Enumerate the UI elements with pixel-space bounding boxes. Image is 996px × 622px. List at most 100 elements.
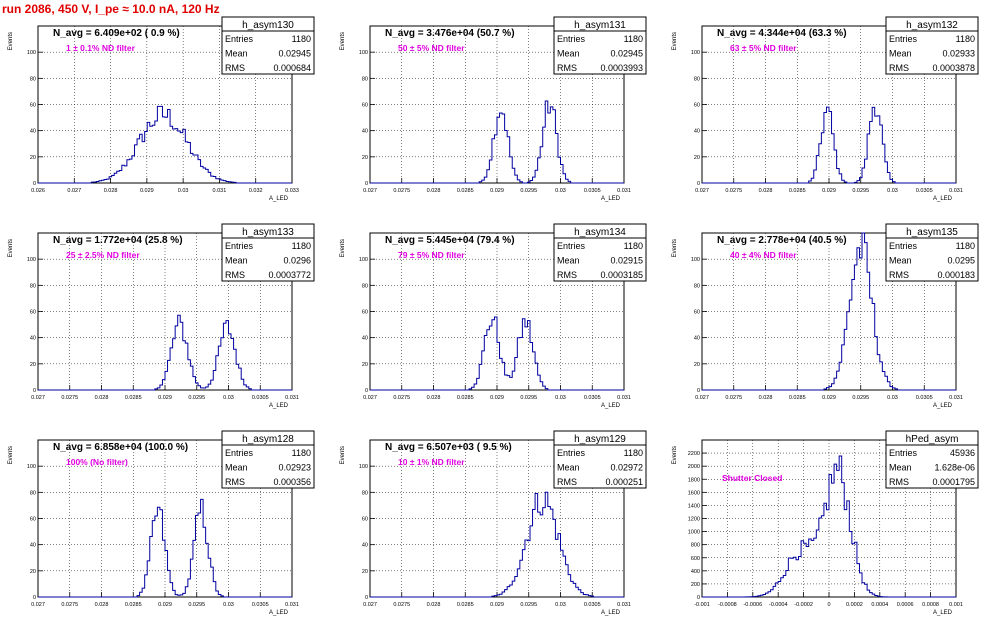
- n-avg-label: N_avg = 6.507e+03 ( 9.5 %): [385, 442, 512, 453]
- stats-value: 0.0001795: [932, 477, 975, 487]
- x-tick-label: 0.031: [617, 188, 631, 194]
- stats-label: RMS: [225, 477, 245, 487]
- n-avg-label: N_avg = 5.445e+04 (79.4 %): [385, 235, 515, 246]
- stats-value: 0.02945: [278, 49, 311, 59]
- x-tick-label: 0.027: [31, 602, 45, 608]
- stats-value: 0.000684: [273, 63, 311, 73]
- y-tick-label: 400: [691, 569, 700, 575]
- stats-value: 1.628e-06: [934, 463, 975, 473]
- y-tick-label: 20: [362, 362, 368, 368]
- histogram-panel-h_asym134: 0.027 0.0275 0.028 0.0285 0.029 0.0295 0.03 0.0…: [340, 223, 647, 409]
- stats-value: 1180: [292, 448, 311, 458]
- n-avg-label: N_avg = 6.858e+04 (100.0 %): [53, 442, 188, 453]
- stats-value: 0.02923: [278, 463, 311, 473]
- y-tick-label: 40: [362, 543, 368, 549]
- y-tick-label: 60: [694, 103, 700, 109]
- y-tick-label: 80: [30, 76, 36, 82]
- y-axis-title: Events: [672, 446, 678, 464]
- x-tick-label: 0.0285: [457, 602, 474, 608]
- x-tick-label: 0.0275: [393, 188, 410, 194]
- y-axis-title: Events: [340, 32, 346, 50]
- histogram-line: [38, 105, 292, 184]
- y-tick-label: 800: [691, 543, 700, 549]
- x-tick-label: -0.0004: [769, 602, 788, 608]
- y-axis-title: Events: [340, 239, 346, 257]
- x-tick-label: 0.001: [949, 602, 963, 608]
- x-axis-title: A_LED: [269, 196, 289, 202]
- x-tick-label: 0.03: [178, 188, 189, 194]
- y-tick-label: 40: [30, 336, 36, 342]
- stats-label: Mean: [889, 49, 912, 59]
- x-tick-label: 0.029: [158, 602, 172, 608]
- histogram-name: h_asym134: [574, 227, 626, 238]
- x-tick-label: 0.03: [223, 602, 234, 608]
- y-tick-label: 60: [362, 310, 368, 316]
- y-tick-label: 80: [694, 283, 700, 289]
- histogram-name: h_asym128: [242, 434, 294, 445]
- x-tick-label: 0.0295: [188, 395, 205, 401]
- x-tick-label: 0.028: [427, 602, 441, 608]
- x-tick-label: 0.0305: [584, 602, 601, 608]
- stats-box: [885, 16, 979, 75]
- x-tick-label: 0.0285: [789, 395, 806, 401]
- y-axis-title: Events: [672, 239, 678, 257]
- histogram-name: hPed_asym: [906, 434, 959, 445]
- stats-value: 1180: [292, 241, 311, 251]
- y-tick-label: 1600: [688, 490, 700, 496]
- stats-value: 1180: [624, 448, 643, 458]
- x-tick-label: 0.027: [67, 188, 81, 194]
- x-tick-label: 0.031: [949, 395, 963, 401]
- y-axis-title: Events: [8, 446, 14, 464]
- stats-box: [885, 223, 979, 282]
- y-tick-label: 80: [30, 283, 36, 289]
- stats-value: 0.02972: [610, 463, 643, 473]
- x-tick-label: 0.03: [887, 188, 898, 194]
- filter-note: Shutter Closed: [722, 473, 782, 483]
- filter-note: 1 ± 0.1% ND filter: [66, 43, 136, 53]
- stats-value: 0.0295: [947, 256, 975, 266]
- y-tick-label: 0: [365, 388, 368, 394]
- histogram-panel-h_asym133: 0.027 0.0275 0.028 0.0285 0.029 0.0295 0.03 0.0…: [8, 223, 315, 409]
- histogram-name: h_asym131: [574, 20, 626, 31]
- y-tick-label: 0: [33, 595, 36, 601]
- stats-value: 0.000183: [937, 270, 975, 280]
- filter-note: 40 ± 4% ND filter: [730, 250, 797, 260]
- y-tick-label: 1800: [688, 477, 700, 483]
- y-tick-label: 200: [691, 582, 700, 588]
- y-tick-label: 40: [30, 129, 36, 135]
- x-tick-label: 0.0295: [520, 602, 537, 608]
- x-tick-label: 0.029: [490, 188, 504, 194]
- y-tick-label: 2000: [688, 464, 700, 470]
- x-tick-label: 0.0305: [252, 602, 269, 608]
- stats-box: [221, 430, 315, 489]
- stats-label: Mean: [557, 463, 580, 473]
- x-tick-label: 0.029: [490, 395, 504, 401]
- y-tick-label: 80: [362, 76, 368, 82]
- x-tick-label: 0.03: [555, 395, 566, 401]
- stats-label: Mean: [557, 49, 580, 59]
- x-tick-label: 0.0275: [393, 602, 410, 608]
- n-avg-label: N_avg = 3.476e+04 (50.7 %): [385, 28, 515, 39]
- x-tick-label: 0.0002: [846, 602, 863, 608]
- x-tick-label: 0.028: [95, 395, 109, 401]
- stats-label: Mean: [225, 463, 248, 473]
- x-tick-label: 0.0305: [916, 395, 933, 401]
- stats-box: [553, 223, 647, 282]
- stats-label: RMS: [557, 270, 577, 280]
- filter-note: 10 ± 1% ND filter: [398, 457, 465, 467]
- y-tick-label: 80: [362, 490, 368, 496]
- stats-label: Mean: [889, 463, 912, 473]
- y-tick-label: 100: [27, 257, 36, 263]
- stats-value: 1180: [956, 241, 975, 251]
- histogram-line: [370, 100, 624, 184]
- stats-value: 0.0296: [283, 256, 311, 266]
- y-tick-label: 60: [694, 310, 700, 316]
- x-axis-title: A_LED: [933, 403, 953, 409]
- filter-note: 79 ± 5% ND filter: [398, 250, 465, 260]
- x-tick-label: 0.027: [31, 395, 45, 401]
- x-tick-label: 0.031: [285, 602, 299, 608]
- page-title: run 2086, 450 V, I_pe ≈ 10.0 nA, 120 Hz: [2, 2, 220, 16]
- stats-label: Entries: [557, 241, 586, 251]
- histogram-panel-hPed_asym: -0.001 -0.0008 -0.0006 -0.0004 -0.0002 0 0.000…: [672, 430, 979, 616]
